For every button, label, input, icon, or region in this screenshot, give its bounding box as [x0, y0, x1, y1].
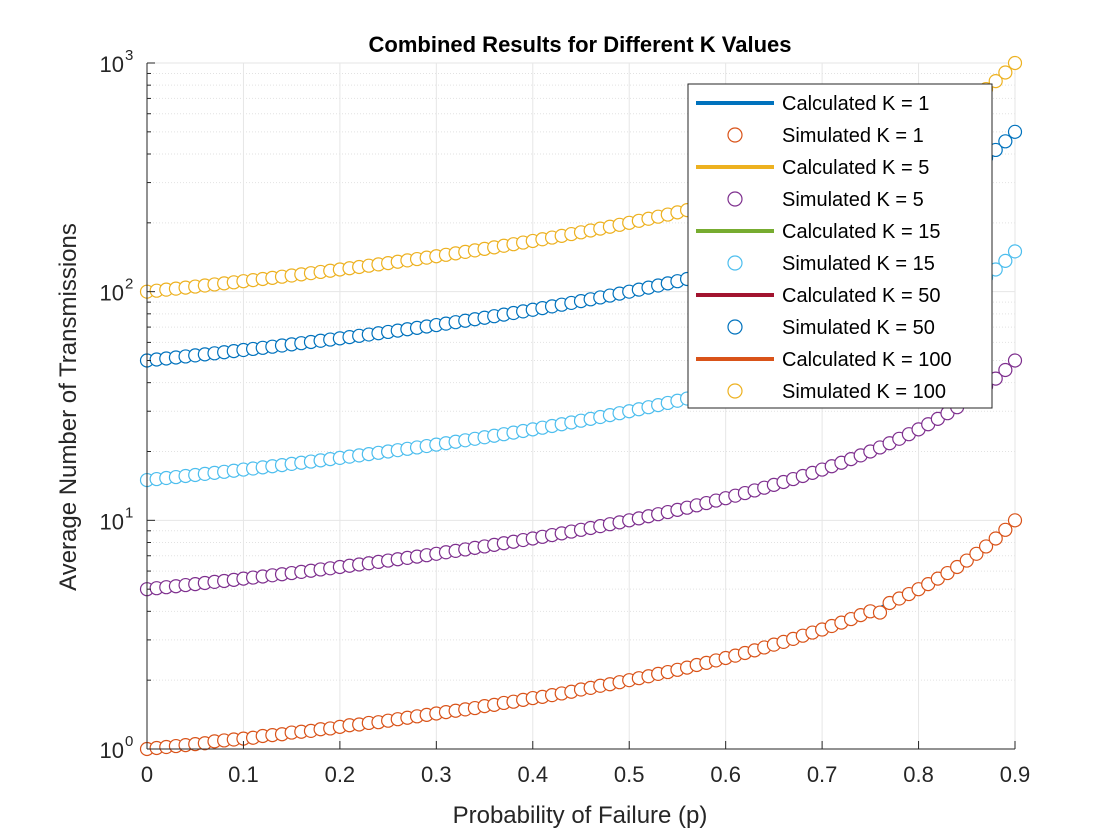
data-point — [998, 65, 1013, 80]
legend-entry-label: Calculated K = 5 — [782, 157, 929, 179]
data-point — [959, 553, 974, 568]
legend-entry-label: Calculated K = 15 — [782, 221, 940, 243]
data-point — [1007, 124, 1023, 139]
legend-entry-label: Calculated K = 100 — [782, 349, 952, 371]
x-tick-label: 0.8 — [903, 762, 934, 787]
x-tick-label: 0.2 — [325, 762, 356, 787]
legend-marker-swatch — [727, 255, 743, 271]
legend-marker-swatch — [727, 127, 743, 143]
y-tick-label-exponent: 2 — [125, 276, 133, 293]
data-point — [998, 134, 1013, 149]
data-point — [872, 605, 888, 620]
x-axis-label: Probability of Failure (p) — [453, 802, 708, 829]
series-6-markers — [139, 244, 1023, 488]
x-tick-label: 0.5 — [614, 762, 645, 787]
data-point — [998, 253, 1013, 268]
legend-marker-swatch — [727, 383, 743, 399]
legend-entry-label: Simulated K = 15 — [782, 253, 935, 275]
data-point — [950, 559, 965, 575]
legend-entry-label: Simulated K = 100 — [782, 381, 946, 403]
legend-entry-label: Simulated K = 50 — [782, 317, 935, 339]
x-tick-label: 0.6 — [710, 762, 741, 787]
legend-entry-label: Calculated K = 1 — [782, 93, 929, 115]
x-tick-label: 0.1 — [228, 762, 259, 787]
data-point — [1007, 353, 1023, 368]
data-point — [998, 362, 1013, 378]
chart-title: Combined Results for Different K Values — [369, 32, 792, 57]
series-2-markers — [139, 513, 1023, 757]
x-tick-label: 0.4 — [517, 762, 548, 787]
series-4-markers — [139, 353, 1023, 597]
data-point — [969, 546, 984, 561]
data-point — [998, 522, 1013, 537]
data-point — [988, 531, 1003, 546]
y-tick-label: 10 — [100, 509, 124, 534]
x-tick-label: 0.9 — [1000, 762, 1031, 787]
legend-marker-swatch — [727, 191, 743, 207]
axes — [146, 62, 1016, 750]
data-point — [978, 539, 994, 554]
legend-entry-label: Calculated K = 50 — [782, 285, 940, 307]
legend-entry-label: Simulated K = 5 — [782, 189, 924, 211]
data-point — [1007, 55, 1023, 71]
legend-marker-swatch — [727, 319, 743, 335]
legend: Calculated K = 1 Simulated K = 1 Calculate… — [687, 83, 993, 409]
y-tick-label-exponent: 1 — [125, 504, 133, 521]
y-tick-label-exponent: 0 — [125, 733, 133, 750]
x-tick-label: 0.3 — [421, 762, 452, 787]
y-tick-label: 10 — [100, 52, 124, 77]
x-tick-label: 0.7 — [807, 762, 838, 787]
data-point — [1007, 513, 1023, 528]
y-tick-label: 10 — [100, 281, 124, 306]
legend-entry-label: Simulated K = 1 — [782, 125, 924, 147]
y-tick-label: 10 — [100, 738, 124, 763]
y-tick-label-exponent: 3 — [125, 47, 133, 64]
y-axis-label: Average Number of Transmissions — [55, 223, 82, 591]
x-tick-label: 0 — [141, 762, 153, 787]
data-point — [1007, 244, 1023, 259]
